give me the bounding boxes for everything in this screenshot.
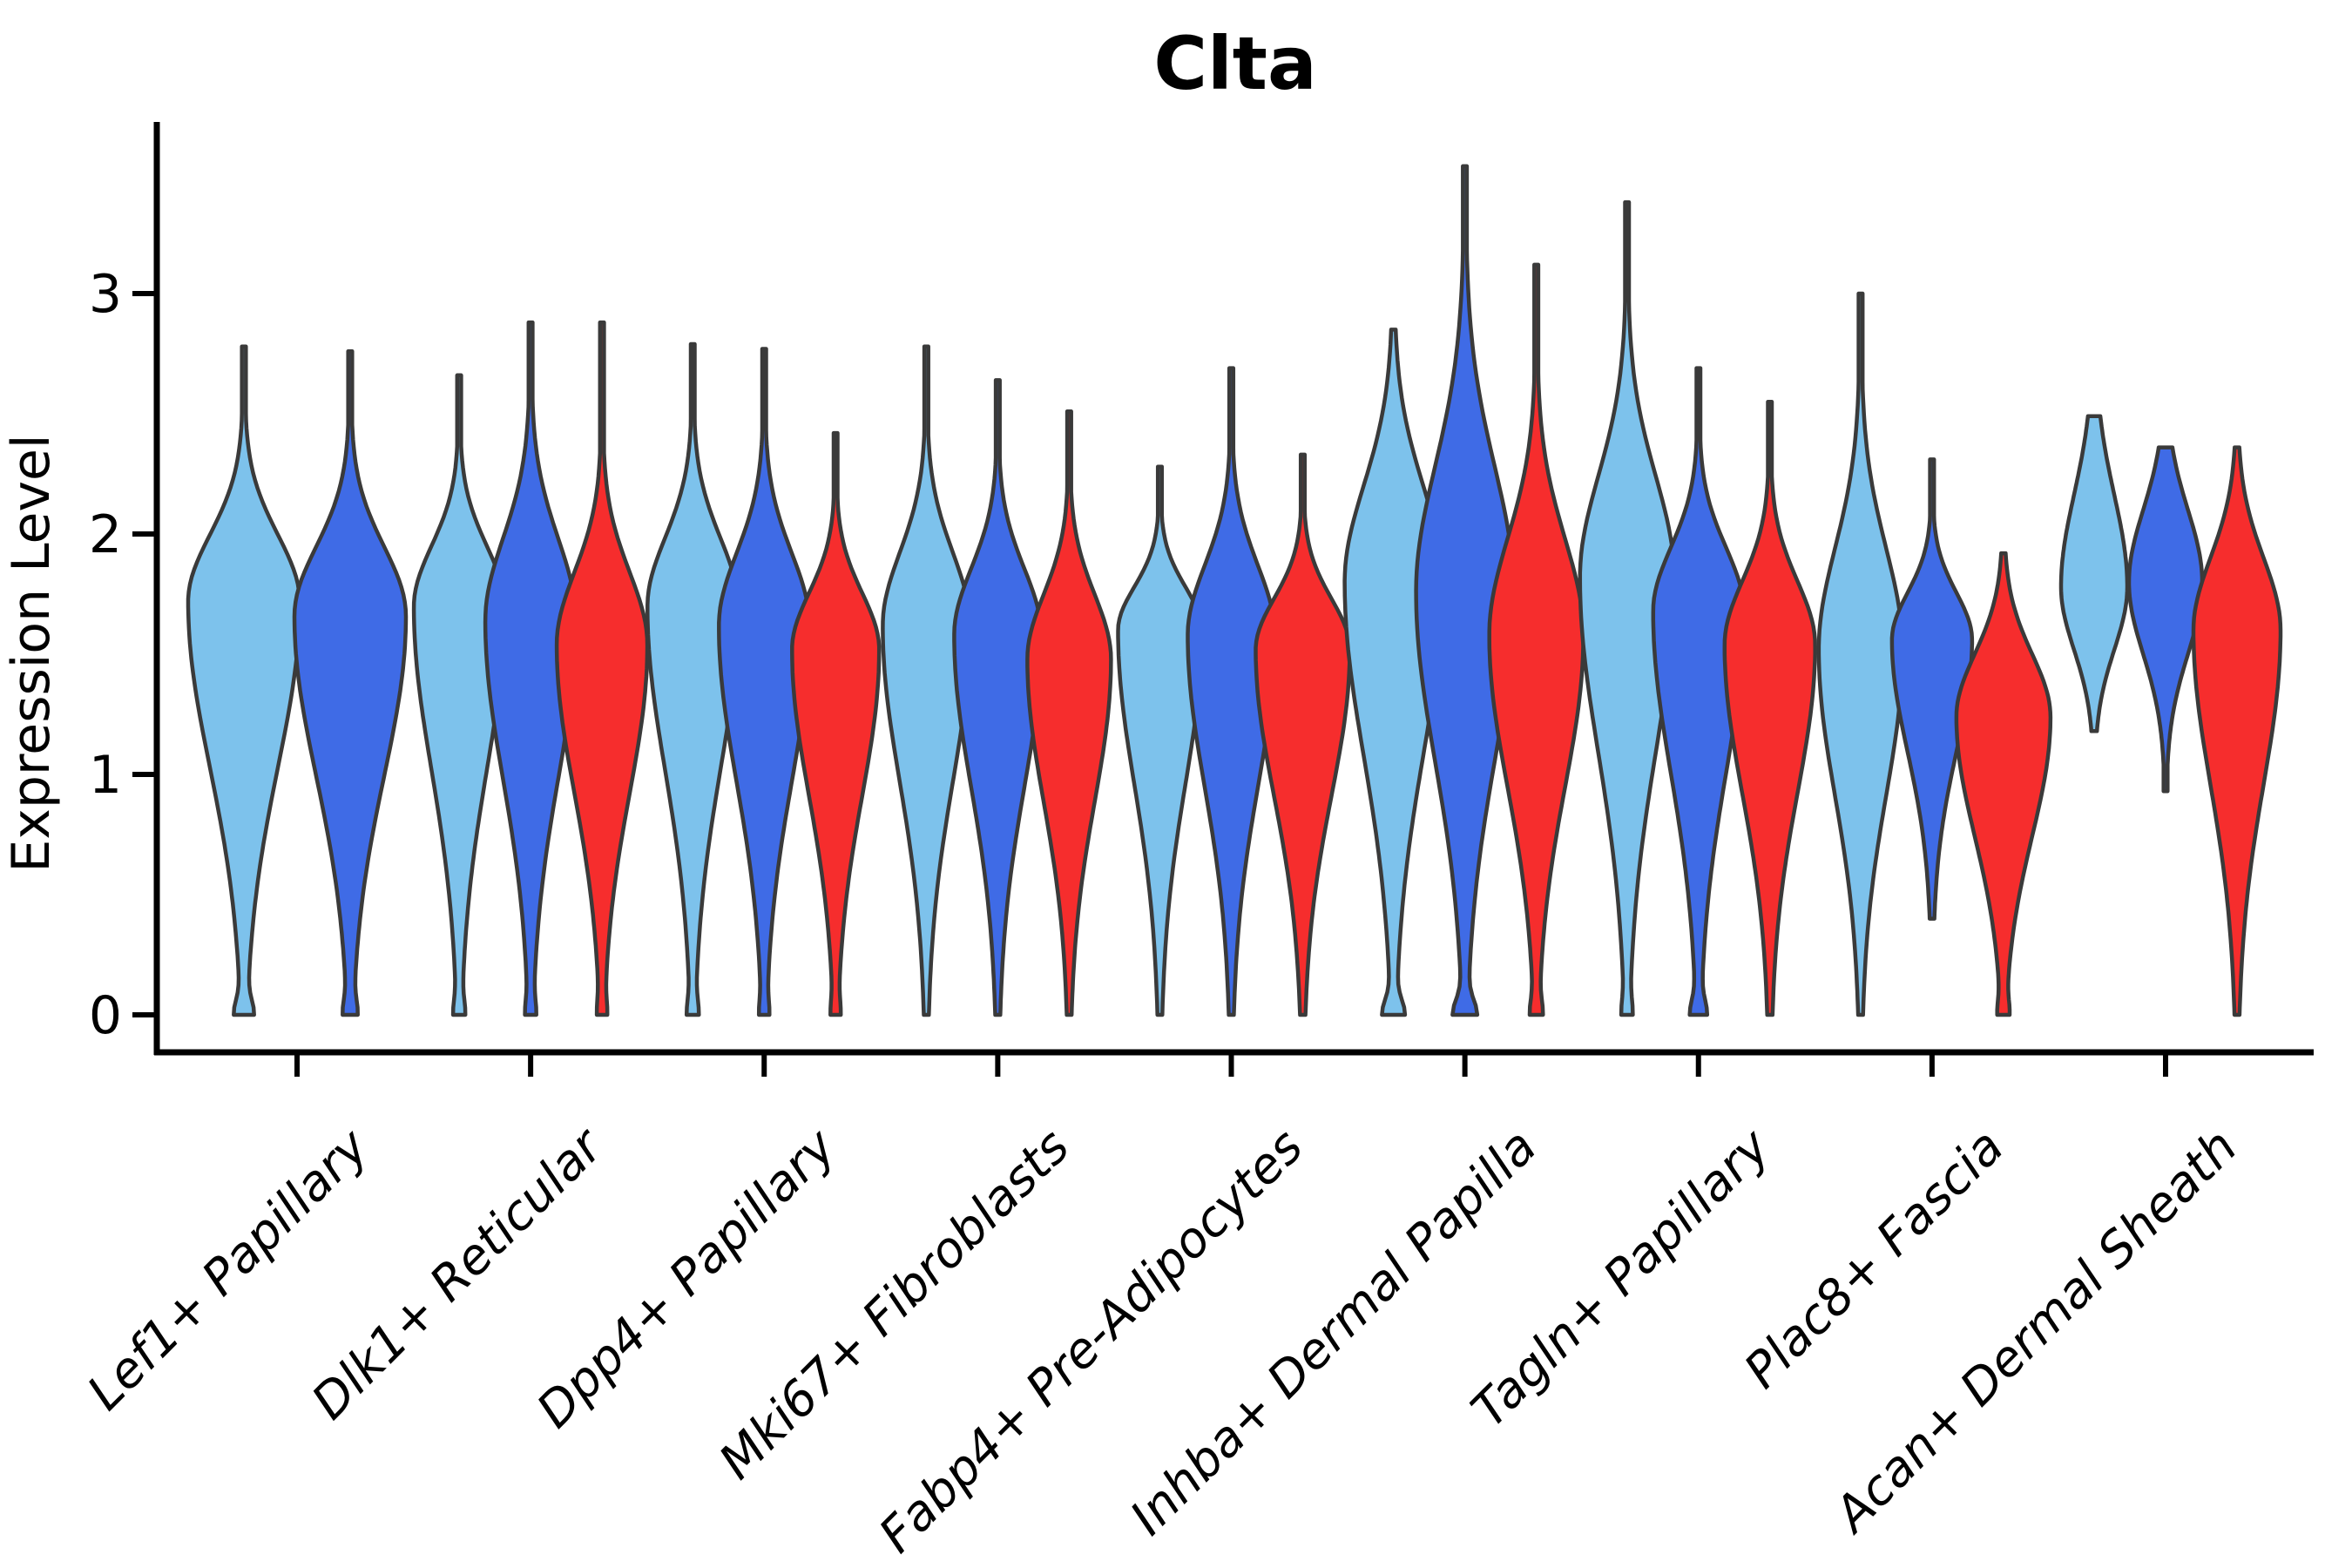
violin-red xyxy=(1254,452,1352,1017)
violin-skyblue xyxy=(1816,291,1905,1017)
violin-red xyxy=(1722,399,1817,1017)
x-tick-label: Fabp4+ Pre-Adipocytes xyxy=(868,1119,1314,1564)
y-tick-label: 3 xyxy=(89,264,122,325)
violin-royalblue xyxy=(483,320,578,1017)
violin-skyblue xyxy=(881,344,972,1017)
violin-skyblue xyxy=(2058,414,2130,733)
violin-royalblue xyxy=(292,348,409,1017)
y-axis-label: Expression Level xyxy=(1,434,62,872)
chart-title: Clta xyxy=(1153,21,1316,106)
violin-royalblue xyxy=(1889,457,1975,921)
violin-red xyxy=(790,430,882,1017)
y-tick-label: 0 xyxy=(89,985,122,1046)
x-tick-label: Inhba+ Dermal Papilla xyxy=(1119,1119,1547,1546)
y-tick-label: 1 xyxy=(89,745,122,806)
violin-red xyxy=(1954,551,2053,1017)
violin-royalblue xyxy=(717,347,812,1017)
violin-red xyxy=(1487,262,1585,1017)
violin-red xyxy=(1025,409,1113,1017)
y-tick-label: 2 xyxy=(89,504,122,565)
violin-red xyxy=(2191,445,2283,1017)
violin-royalblue xyxy=(2126,445,2205,794)
violin-royalblue xyxy=(1414,164,1516,1017)
violin-skyblue xyxy=(186,344,302,1017)
violin-royalblue xyxy=(1186,366,1277,1017)
violin-red xyxy=(554,320,650,1017)
violin-royalblue xyxy=(952,378,1044,1017)
x-tick-label: Acan+ Dermal Sheath xyxy=(1822,1119,2248,1544)
violin-skyblue xyxy=(1116,464,1204,1017)
violin-skyblue xyxy=(1578,199,1676,1017)
violin-shapes xyxy=(186,164,2283,1017)
